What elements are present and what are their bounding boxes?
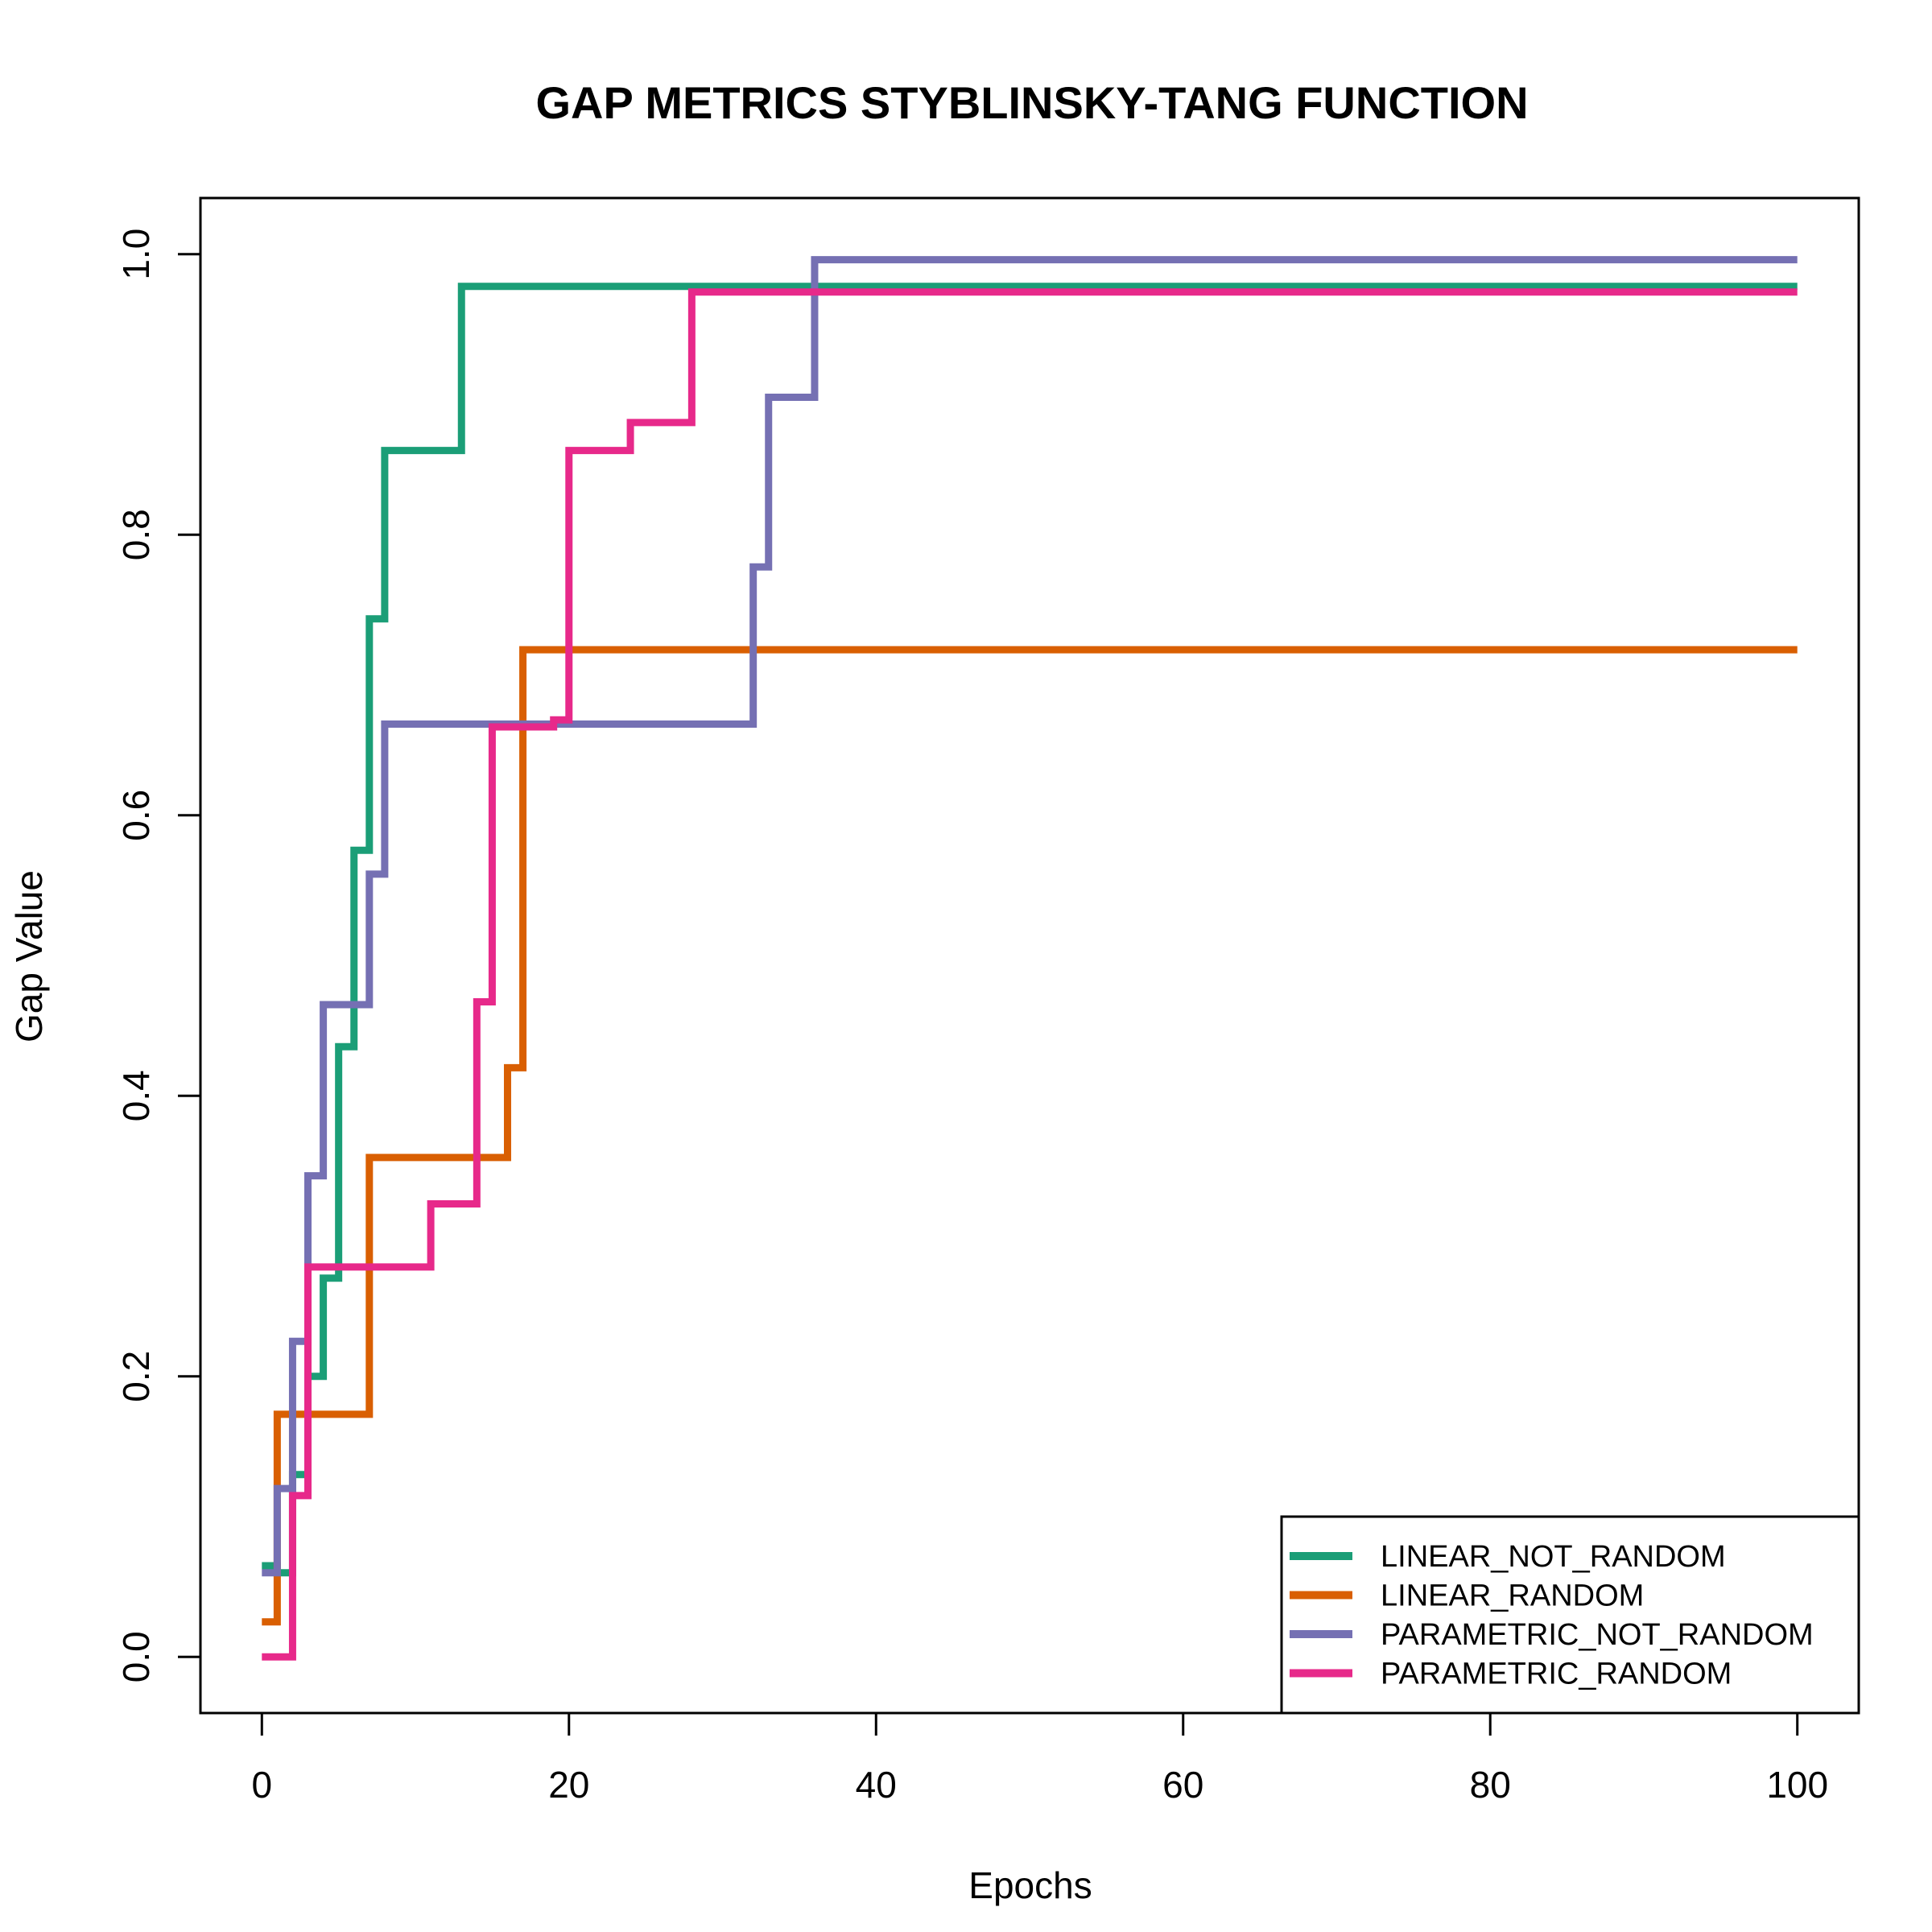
legend-label: PARAMETRIC_RANDOM xyxy=(1381,1657,1732,1691)
x-tick-label: 20 xyxy=(548,1764,589,1806)
series-layer xyxy=(262,260,1797,1657)
legend-label: LINEAR_RANDOM xyxy=(1381,1579,1644,1613)
x-axis: 0 20 40 60 80 100 xyxy=(251,1713,1828,1806)
y-tick-label: 0.2 xyxy=(115,1351,157,1402)
chart-title: GAP METRICS STYBLINSKY-TANG FUNCTION xyxy=(535,77,1528,128)
y-axis: 0.0 0.2 0.4 0.6 0.8 1.0 xyxy=(115,229,200,1683)
y-tick-label: 0.8 xyxy=(115,509,157,560)
y-axis-label: Gap Value xyxy=(8,870,50,1042)
legend-label: PARAMETRIC_NOT_RANDOM xyxy=(1381,1618,1814,1652)
x-tick-label: 80 xyxy=(1470,1764,1511,1806)
y-tick-label: 0.6 xyxy=(115,790,157,841)
x-tick-label: 0 xyxy=(251,1764,272,1806)
x-tick-label: 100 xyxy=(1766,1764,1828,1806)
y-tick-label: 0.0 xyxy=(115,1631,157,1682)
x-tick-label: 60 xyxy=(1162,1764,1203,1806)
y-tick-label: 0.4 xyxy=(115,1070,157,1121)
legend: LINEAR_NOT_RANDOM LINEAR_RANDOM PARAMETRIC… xyxy=(1282,1517,1859,1713)
x-axis-label: Epochs xyxy=(968,1864,1092,1906)
plot-frame xyxy=(200,198,1859,1713)
x-tick-label: 40 xyxy=(856,1764,897,1806)
legend-label: LINEAR_NOT_RANDOM xyxy=(1381,1540,1726,1574)
series-line-parametric-random xyxy=(262,292,1797,1657)
y-tick-label: 1.0 xyxy=(115,229,157,280)
